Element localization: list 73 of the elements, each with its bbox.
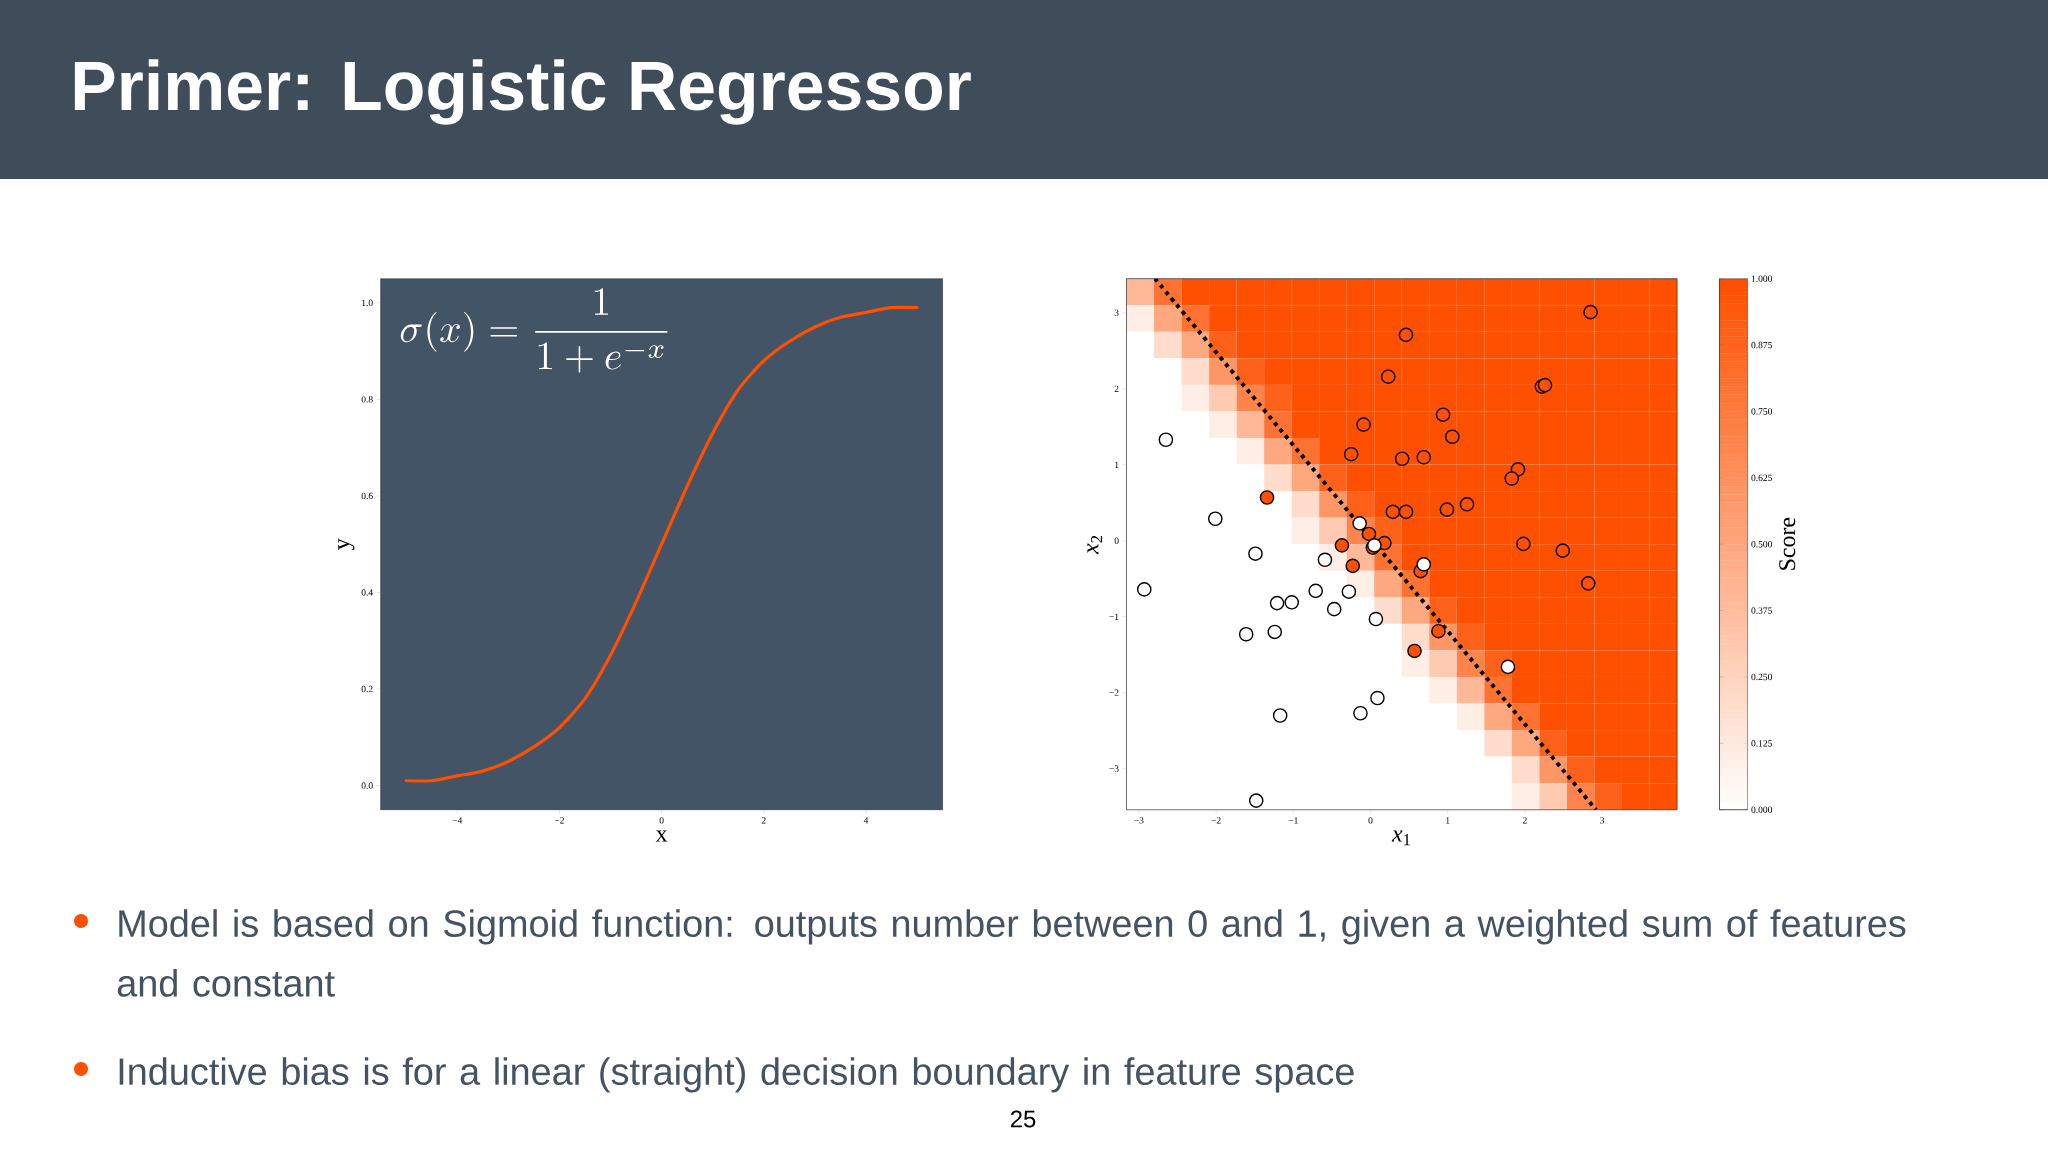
point [1394, 451, 1410, 467]
point [1407, 643, 1422, 659]
point [1504, 471, 1520, 486]
y-tick-label: 1 [1115, 461, 1119, 468]
y-tick-label: 2 [1114, 385, 1119, 392]
point [1356, 417, 1371, 432]
point [1580, 576, 1596, 591]
y-tick-label: 0.6 [361, 492, 373, 500]
x-axis-title: x [655, 830, 668, 842]
point [1445, 429, 1460, 445]
color-bar-label: 0.625 [1751, 474, 1772, 482]
color-bar-label: 0.000 [1751, 806, 1772, 813]
color-bar-label: 0.250 [1751, 673, 1772, 681]
color-bar-label: 0.750 [1751, 408, 1772, 415]
point [1380, 369, 1396, 384]
point [1317, 552, 1333, 568]
chart-title: Primer: Logistic Regressor [74, 59, 971, 125]
point [1361, 526, 1377, 542]
x-tick-label: 0 [659, 817, 664, 824]
color-bar-label: 0.875 [1751, 341, 1772, 349]
point [1555, 543, 1571, 558]
x-axis-title: x$_{1}$ [1391, 830, 1410, 846]
point [1345, 558, 1361, 574]
x-tick-label: −4 [452, 817, 463, 824]
text: Inductive bias is for a linear (straight) decision boundary in feature space [119, 1057, 1354, 1093]
color-bar-label: 1.000 [1751, 275, 1772, 282]
x-tick-label: 3 [1600, 817, 1605, 824]
x-tick-label: −3 [1134, 817, 1144, 824]
point [1398, 327, 1414, 343]
point [1334, 538, 1350, 553]
text: Model is based on Sigmoid function: outputs number between 0 and 1, given a weighted sum of features and constant [117, 909, 1906, 997]
point [1500, 659, 1516, 675]
y-tick-label: 0 [1114, 537, 1119, 544]
point [1398, 504, 1414, 520]
text: 25 [1010, 1110, 1036, 1128]
x-tick-label: 2 [761, 817, 766, 824]
y-axis-title: y [338, 538, 355, 550]
x-tick-label: 0 [1368, 817, 1373, 824]
point [1385, 504, 1401, 520]
y-tick-label: 3 [1114, 309, 1119, 317]
point [1416, 449, 1432, 465]
point [1259, 490, 1275, 505]
point [1341, 584, 1357, 599]
point [1431, 623, 1446, 639]
color-bar-label: 0.125 [1751, 740, 1772, 747]
color-bar-label: 0.375 [1751, 607, 1772, 614]
point [1583, 304, 1598, 320]
x-tick-label: −2 [1211, 817, 1221, 824]
x-tick-label: −1 [1288, 817, 1298, 824]
point [1439, 502, 1455, 517]
color-bar-label: 0.500 [1751, 540, 1772, 548]
color-bar-title: Score [1779, 517, 1796, 570]
point [1435, 407, 1451, 422]
y-tick-label: 1.0 [362, 299, 373, 307]
point [1416, 557, 1432, 572]
point [1352, 516, 1367, 531]
x-tick-label: 2 [1522, 817, 1527, 824]
y-tick-label: 0.8 [361, 396, 373, 403]
y-tick-label: −2 [1109, 689, 1119, 696]
y-tick-label: 0.2 [361, 685, 373, 693]
x-tick-label: −2 [554, 817, 564, 824]
x-tick-label: 4 [863, 817, 869, 824]
point [1343, 446, 1359, 462]
y-tick-label: 0.4 [361, 589, 373, 596]
point [1459, 497, 1475, 512]
x-tick-label: 1 [1446, 817, 1450, 824]
annotation: $\sigma(x) = \frac{1}{1+e^{-x}}$ [400, 288, 668, 373]
point [1368, 611, 1384, 627]
y-tick-label: −3 [1109, 765, 1119, 772]
y-tick-label: 0.0 [361, 782, 373, 789]
y-axis-title: x$_{2}$ [1087, 535, 1103, 555]
y-tick-label: −1 [1109, 613, 1119, 620]
point [1516, 536, 1531, 552]
